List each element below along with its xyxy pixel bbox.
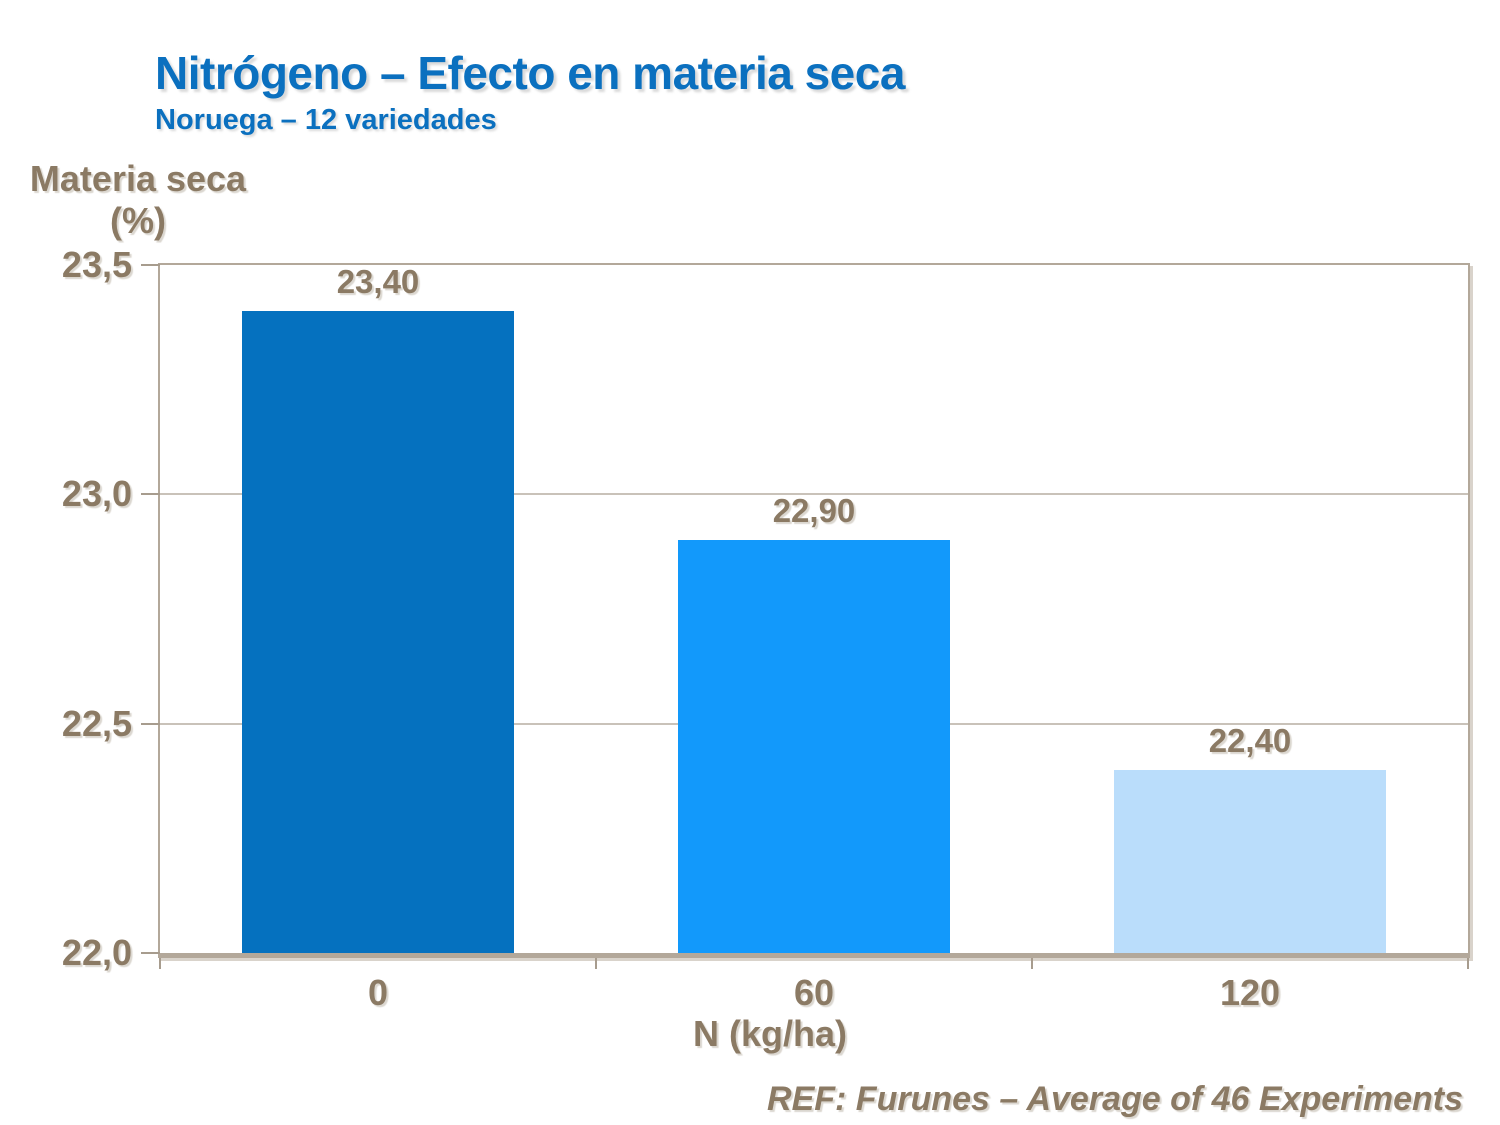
x-tick-mark (159, 958, 161, 969)
y-tick-label: 23,5 (61, 244, 132, 285)
y-tick-mark (141, 952, 160, 954)
bar-value-label: 23,40 (336, 262, 420, 300)
y-tick-label: 22,0 (61, 932, 132, 973)
bar-value-label: 22,90 (772, 492, 856, 530)
y-tick-label: 23,0 (61, 473, 132, 515)
x-tick-label: 120 (1219, 972, 1281, 1013)
footer-reference: REF: Furunes – Average of 46 Experiments (767, 1080, 1463, 1118)
bar-60 (677, 540, 951, 953)
chart-title: Nitrógeno – Efecto en materia seca (155, 47, 905, 99)
y-tick-mark (141, 493, 160, 496)
chart-subtitle: Noruega – 12 variedades (155, 104, 497, 136)
bar-value-label: 22,40 (1208, 721, 1292, 759)
y-axis-title-line1: Materia seca (29, 158, 247, 199)
y-tick-mark (141, 264, 160, 266)
y-axis-title-line2: (%) (110, 200, 166, 241)
x-tick-mark (595, 958, 597, 969)
y-axis-title: Materia seca (%) (18, 158, 258, 242)
x-tick-label: 0 (367, 972, 389, 1013)
x-axis-title: N (kg/ha) (692, 1013, 848, 1054)
plot-area: 23,40 22,90 22,40 (158, 263, 1470, 958)
x-tick-label: 60 (793, 972, 835, 1013)
bar-0 (241, 310, 515, 953)
x-tick-mark (1467, 958, 1469, 969)
gridline (160, 493, 1468, 496)
bar-120 (1113, 769, 1387, 953)
y-tick-mark (141, 722, 160, 725)
x-tick-mark (1031, 958, 1033, 969)
y-tick-label: 22,5 (61, 702, 132, 744)
